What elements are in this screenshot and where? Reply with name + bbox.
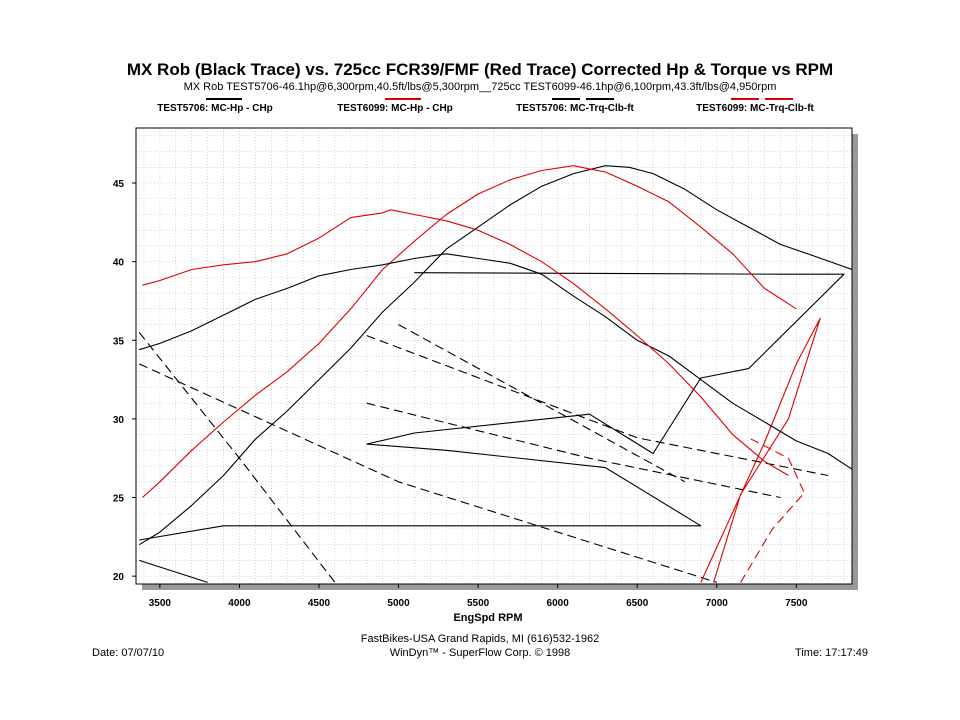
x-tick-label: 5500 [467, 598, 490, 609]
legend-swatch-test5706-hp [206, 98, 242, 100]
x-axis-label: EngSpd RPM [453, 612, 522, 624]
chart-title: MX Rob (Black Trace) vs. 725cc FCR39/FMF… [126, 60, 834, 79]
legend-item-test5706-hp: TEST5706: MC-Hp - CHp [157, 103, 273, 114]
y-tick-label: 45 [113, 179, 125, 190]
series-test6099-hp [142, 165, 797, 498]
series-test5706-hp [138, 165, 852, 546]
footer-software-credit: WinDyn™ - SuperFlow Corp. © 1998 [389, 647, 571, 659]
x-tick-label: 7000 [706, 598, 729, 609]
x-tick-label: 6000 [547, 598, 570, 609]
footer-date: Date: 07/07/10 [92, 647, 165, 659]
series-test6099-trq [142, 209, 789, 476]
trace-4 [138, 363, 717, 583]
legend-swatch-test6099-trq-b [765, 98, 793, 100]
legend-swatch-test6099-trq-a [731, 98, 759, 100]
y-tick-label: 30 [113, 415, 125, 426]
y-tick-label: 35 [113, 336, 125, 347]
trace-7 [398, 324, 686, 483]
grid [136, 128, 852, 584]
footer-shop-info: FastBikes-USA Grand Rapids, MI (616)532-… [360, 633, 600, 645]
x-tick-label: 3500 [149, 598, 172, 609]
y-tick-label: 25 [113, 494, 125, 505]
trace-1 [139, 272, 845, 541]
x-tick-label: 4500 [308, 598, 331, 609]
x-tick-label: 7500 [785, 598, 808, 609]
plot-frame [135, 127, 853, 585]
x-tick-label: 5000 [387, 598, 410, 609]
trace-6 [366, 402, 781, 499]
y-tick-label: 20 [113, 572, 125, 583]
legend-swatch-test5706-trq-b [586, 98, 614, 100]
trace-2 [139, 559, 208, 583]
legend-item-test5706-trq: TEST5706: MC-Trq-Clb-ft [516, 103, 634, 114]
legend-swatch-test6099-hp [385, 98, 421, 100]
legend-item-test6099-hp: TEST6099: MC-Hp - CHp [337, 103, 453, 114]
trace-8 [700, 317, 821, 583]
series-test5706-trq [139, 253, 852, 470]
footer-time: Time: 17:17:49 [795, 647, 868, 659]
legend-item-test6099-trq: TEST6099: MC-Trq-Clb-ft [696, 103, 814, 114]
x-tick-label: 6500 [626, 598, 649, 609]
x-tick-label: 4000 [228, 598, 251, 609]
chart-subtitle: MX Rob TEST5706-46.1hp@6,300rpm,40.5ft/l… [183, 81, 777, 93]
legend-swatch-test5706-trq-a [552, 98, 580, 100]
y-tick-label: 40 [113, 258, 125, 269]
